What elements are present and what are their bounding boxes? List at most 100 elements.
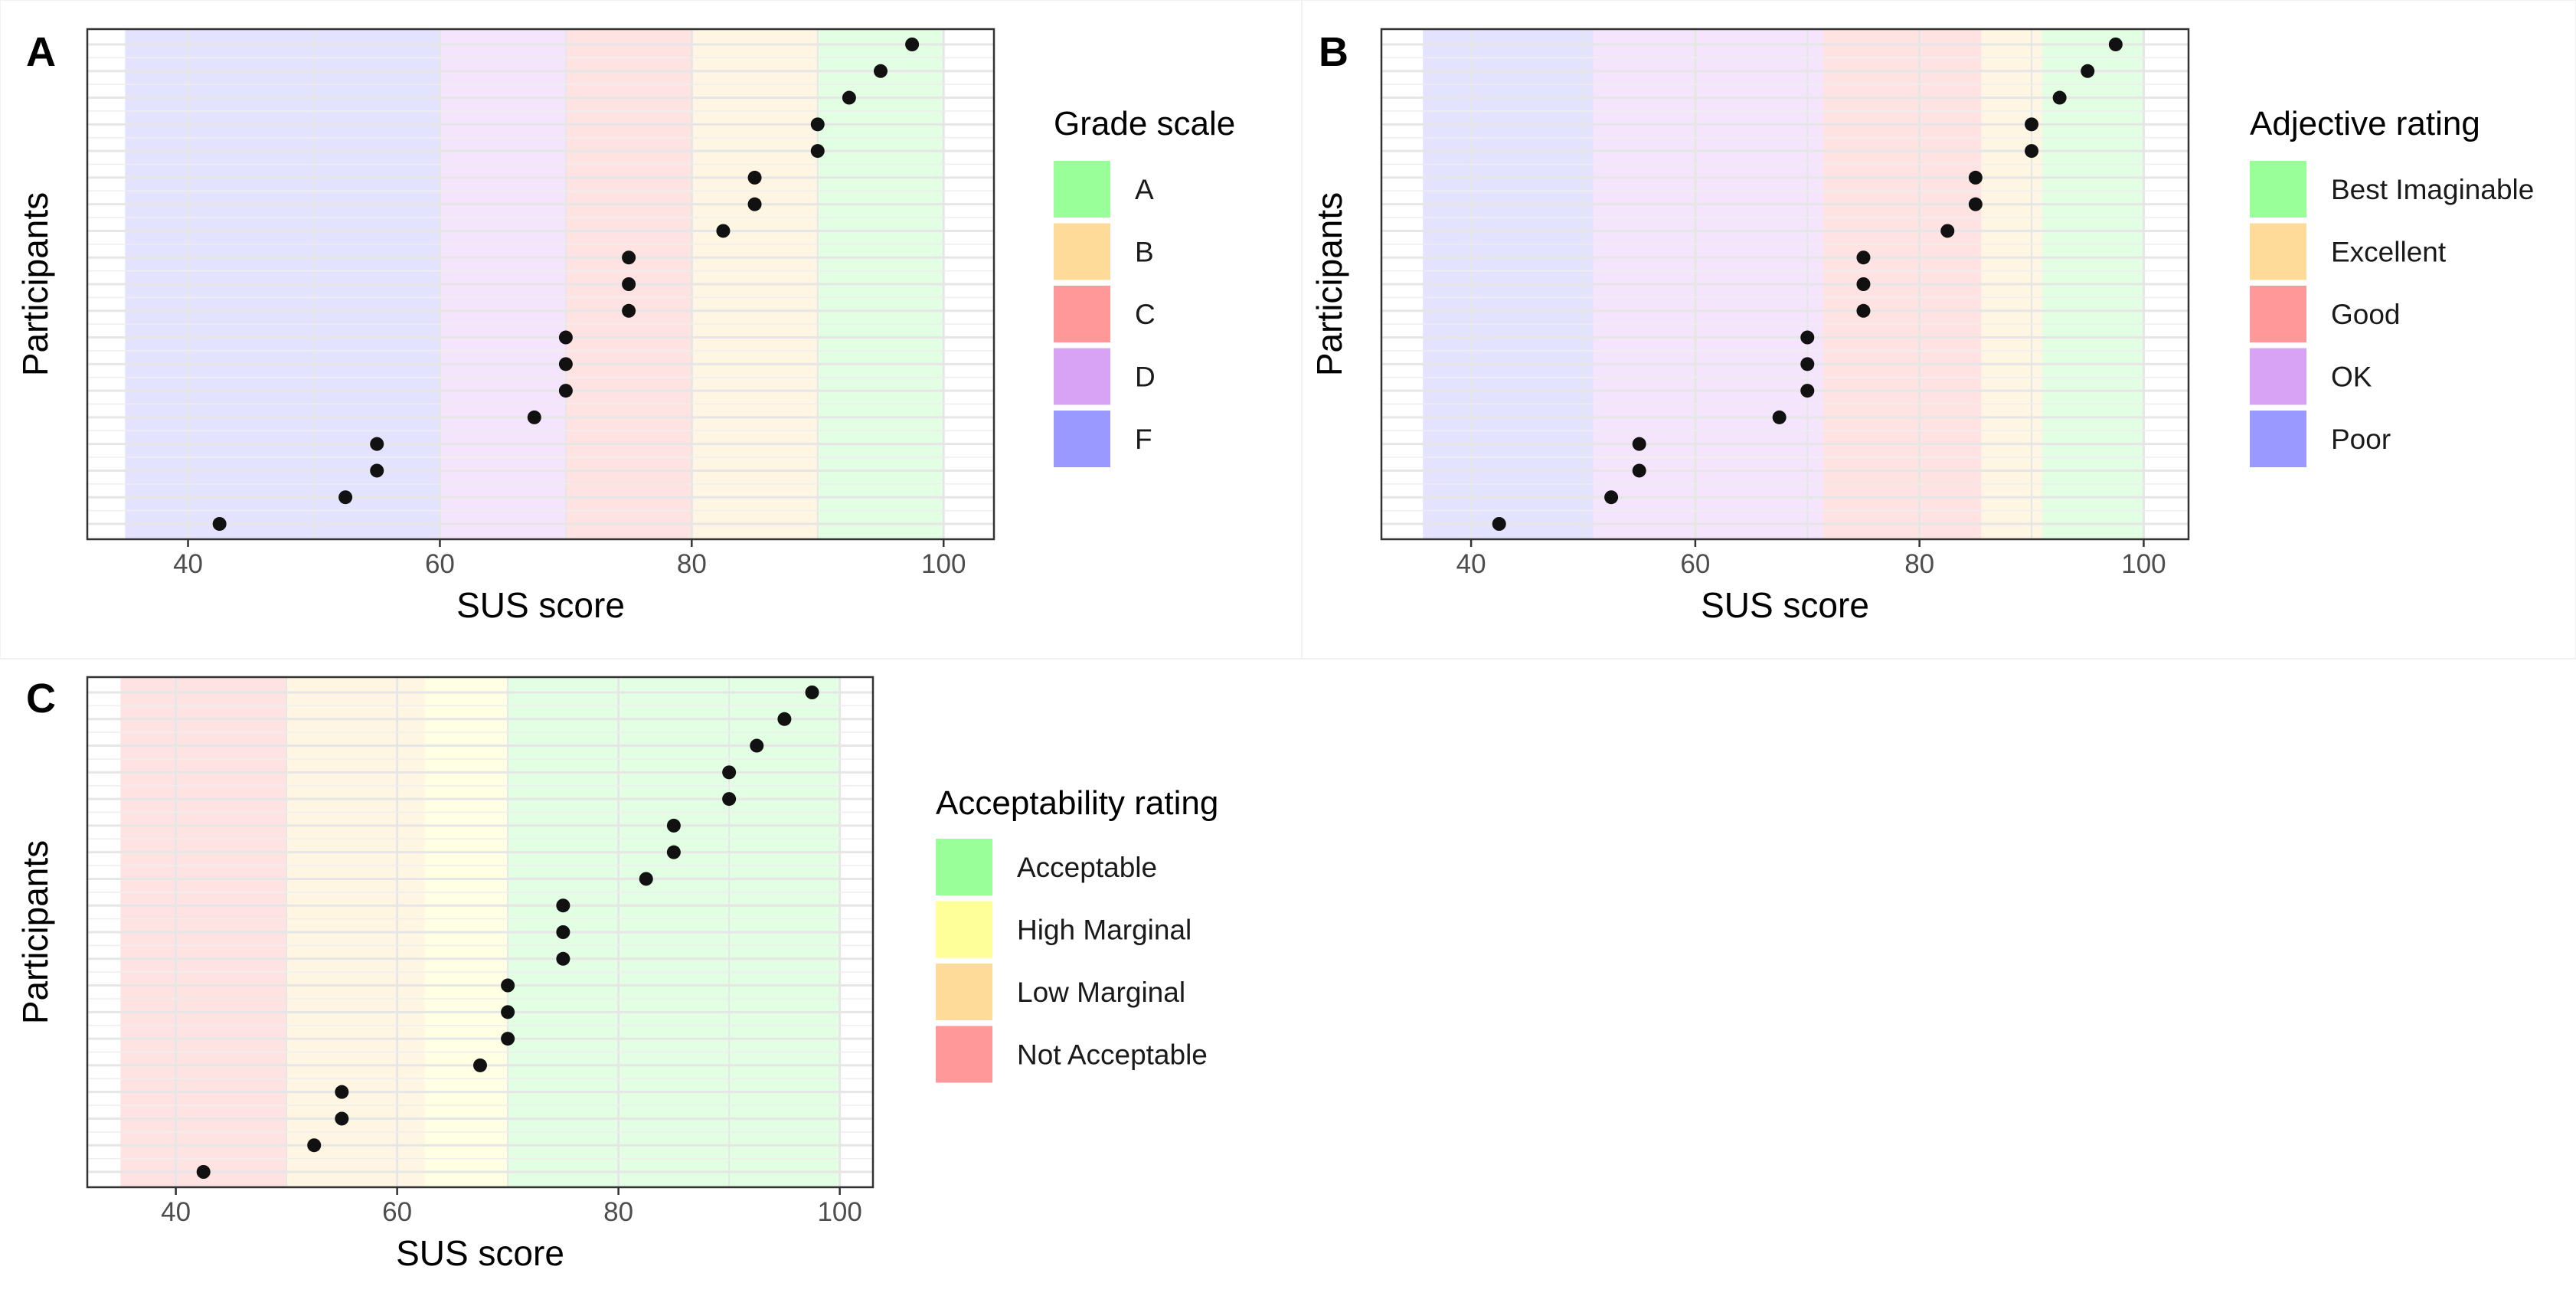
legend-title: Grade scale [1054,105,1235,142]
data-point [1856,250,1871,265]
data-point [747,170,762,185]
data-point [307,1138,322,1153]
data-point [1968,170,1983,185]
legend-label: Acceptable [1017,852,1157,883]
plot-border [86,28,995,541]
x-tick-label: 60 [1680,549,1710,579]
x-tick-label: 80 [1904,549,1934,579]
panel-c: 40 60 80 100 SUS score Participants C Acceptabi… [15,676,1218,1273]
data-point [556,898,570,913]
x-tick-label: 60 [425,549,455,579]
panel-label: A [26,29,56,75]
data-point [842,90,856,105]
x-tick-label: 80 [677,549,707,579]
data-point [666,818,681,833]
legend-key [936,964,992,1020]
legend: Grade scale A BC DF [1054,105,1235,467]
data-point [2052,90,2067,105]
legend-key [2250,348,2306,405]
data-point [1632,463,1646,478]
x-tick-label: 40 [161,1197,191,1227]
data-point [196,1165,211,1179]
data-point [666,845,681,859]
panel-label: C [26,676,56,722]
legend-key [936,901,992,958]
data-point [622,277,636,291]
data-point [905,38,920,51]
data-point [716,224,731,238]
x-axis-title: SUS score [1701,585,1869,625]
legend-label: A [1135,174,1154,205]
data-point [335,1085,349,1099]
data-point [1772,410,1787,424]
panel-frame-b [1301,0,2576,659]
plot-border [1380,28,2190,541]
data-point [2081,64,2095,78]
x-axis-title: SUS score [456,585,625,625]
plot-border [86,676,874,1189]
legend-key [2250,161,2306,218]
data-point [639,872,653,886]
data-point [501,1005,515,1019]
legend-key [1054,223,1110,280]
legend: Acceptability rating Acceptable High Margi… [936,784,1218,1083]
data-point [1492,517,1506,531]
data-point [777,712,792,726]
legend-key [2250,411,2306,467]
data-point [212,517,227,531]
data-point [805,686,819,699]
legend-label: F [1135,424,1152,455]
data-point [1632,437,1646,451]
legend-key [1054,161,1110,218]
data-point [558,330,573,345]
legend-key [1054,286,1110,342]
x-tick-label: 60 [382,1197,412,1227]
y-axis-title: Participants [15,192,55,376]
data-point [1940,224,1955,238]
y-axis-title: Participants [15,840,55,1024]
legend-title: Adjective rating [2250,105,2480,142]
x-tick-label: 100 [2121,549,2166,579]
data-point [810,117,825,132]
data-point [1968,197,1983,211]
legend-label: Best Imaginable [2331,174,2534,205]
legend-label: B [1135,237,1154,268]
y-axis-title: Participants [1309,192,1349,376]
data-point [1800,357,1815,371]
data-point [501,1032,515,1046]
legend-label: D [1135,362,1156,393]
legend-label: High Marginal [1017,915,1192,946]
data-point [722,792,737,807]
x-tick-label: 100 [921,549,966,579]
data-point [750,738,764,753]
data-point [527,410,541,424]
legend-key [1054,411,1110,467]
legend-label: Poor [2331,424,2391,455]
x-tick-label: 40 [1456,549,1486,579]
data-point [558,384,573,398]
data-point [1856,277,1871,291]
data-point [622,250,636,265]
legend-title: Acceptability rating [936,784,1218,822]
panel-b: 40 60 80 100 SUS score Participants B Adjective… [1309,28,2534,625]
data-point [622,303,636,318]
data-point [338,490,353,505]
x-tick-label: 100 [817,1197,861,1227]
data-point [874,64,888,78]
legend: Adjective rating Best Imaginable Excellent… [2250,105,2534,467]
data-point [473,1058,487,1072]
legend-label: Not Acceptable [1017,1039,1208,1071]
data-point [335,1111,349,1126]
data-point [1604,490,1619,505]
data-point [2108,38,2123,51]
data-point [556,925,570,939]
legend-key [936,839,992,895]
panel-label: B [1319,29,1348,75]
data-point [1800,330,1815,345]
x-tick-label: 40 [173,549,203,579]
legend-label: Excellent [2331,237,2447,268]
legend-label: Good [2331,299,2401,330]
data-point [370,463,384,478]
legend-label: C [1135,299,1156,330]
